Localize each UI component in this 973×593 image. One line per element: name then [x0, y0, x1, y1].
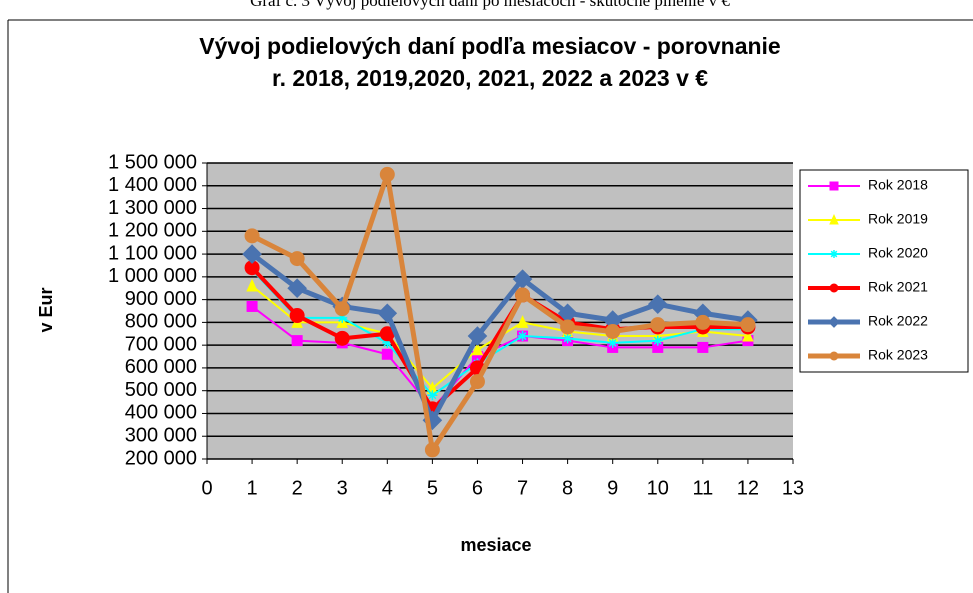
series-line: [250, 171, 749, 453]
marker: [334, 330, 350, 346]
legend-label: Rok 2023: [868, 347, 928, 363]
chart-title: Vývoj podielových daní podľa mesiacov - …: [199, 33, 780, 59]
x-axis-label: mesiace: [460, 535, 531, 555]
marker: [740, 317, 756, 333]
marker: [605, 323, 621, 339]
marker: [828, 316, 840, 328]
marker: [471, 342, 484, 356]
marker: [337, 312, 348, 323]
marker: [516, 315, 529, 328]
legend-label: Rok 2021: [868, 279, 928, 295]
y-tick-label: 1 000 000: [108, 265, 197, 287]
marker: [242, 244, 262, 264]
marker: [289, 308, 305, 324]
marker: [427, 390, 438, 401]
x-tick-label: 10: [647, 477, 669, 499]
marker: [695, 314, 711, 330]
legend-label: Rok 2022: [868, 313, 928, 329]
marker: [829, 181, 839, 191]
marker: [381, 348, 393, 360]
x-tick-label: 8: [562, 477, 573, 499]
marker: [697, 341, 709, 353]
chart-title: r. 2018, 2019,2020, 2021, 2022 a 2023 v …: [272, 65, 708, 91]
marker: [291, 335, 303, 347]
y-tick-label: 700 000: [125, 333, 197, 355]
marker: [647, 294, 668, 314]
x-tick-label: 7: [517, 477, 528, 499]
x-tick-label: 11: [692, 477, 713, 499]
marker: [742, 328, 754, 342]
marker: [246, 278, 258, 292]
marker: [289, 251, 305, 267]
marker: [607, 337, 618, 348]
marker: [560, 319, 576, 335]
y-tick-label: 200 000: [125, 447, 197, 469]
marker: [515, 287, 531, 303]
x-tick-label: 2: [292, 477, 303, 499]
x-tick-label: 5: [427, 477, 438, 499]
marker: [246, 300, 258, 312]
legend-label: Rok 2019: [868, 211, 928, 227]
marker: [469, 374, 485, 390]
y-tick-label: 1 300 000: [108, 197, 197, 219]
caption: Graf č. 3 Vývoj podielových daní po mesi…: [250, 0, 730, 10]
x-tick-label: 13: [782, 477, 804, 499]
y-tick-label: 400 000: [125, 402, 197, 424]
series-line: [250, 266, 748, 411]
series-line: [251, 305, 749, 410]
y-tick-label: 500 000: [125, 379, 197, 401]
x-tick-label: 1: [247, 477, 258, 499]
marker: [830, 250, 838, 258]
marker: [382, 337, 393, 348]
marker: [829, 351, 839, 361]
marker: [517, 331, 528, 342]
y-tick-label: 1 100 000: [108, 242, 197, 264]
legend: [799, 169, 969, 373]
y-axis-label: v Eur: [36, 287, 56, 332]
x-tick-label: 0: [201, 477, 212, 499]
marker: [424, 442, 440, 458]
marker: [650, 317, 666, 333]
x-tick-label: 4: [382, 477, 393, 499]
y-tick-label: 300 000: [125, 425, 197, 447]
marker: [377, 303, 398, 324]
x-tick-label: 12: [737, 477, 759, 499]
x-tick-label: 9: [607, 477, 618, 499]
y-tick-label: 800 000: [125, 311, 197, 333]
marker: [652, 335, 663, 346]
marker: [244, 228, 260, 244]
x-tick-label: 6: [472, 477, 483, 499]
legend-label: Rok 2020: [868, 245, 928, 261]
marker: [287, 278, 307, 299]
series-line: [251, 269, 748, 397]
marker: [562, 333, 573, 344]
y-tick-label: 900 000: [125, 288, 197, 310]
y-tick-label: 1 500 000: [108, 151, 197, 173]
marker: [829, 213, 839, 225]
marker: [334, 301, 350, 317]
y-tick-label: 1 400 000: [108, 174, 197, 196]
legend-label: Rok 2018: [868, 177, 928, 193]
y-tick-label: 600 000: [125, 356, 197, 378]
y-tick-label: 1 200 000: [108, 220, 197, 242]
marker: [467, 326, 488, 346]
marker: [829, 283, 839, 293]
marker: [379, 166, 395, 182]
x-tick-label: 3: [337, 477, 348, 499]
